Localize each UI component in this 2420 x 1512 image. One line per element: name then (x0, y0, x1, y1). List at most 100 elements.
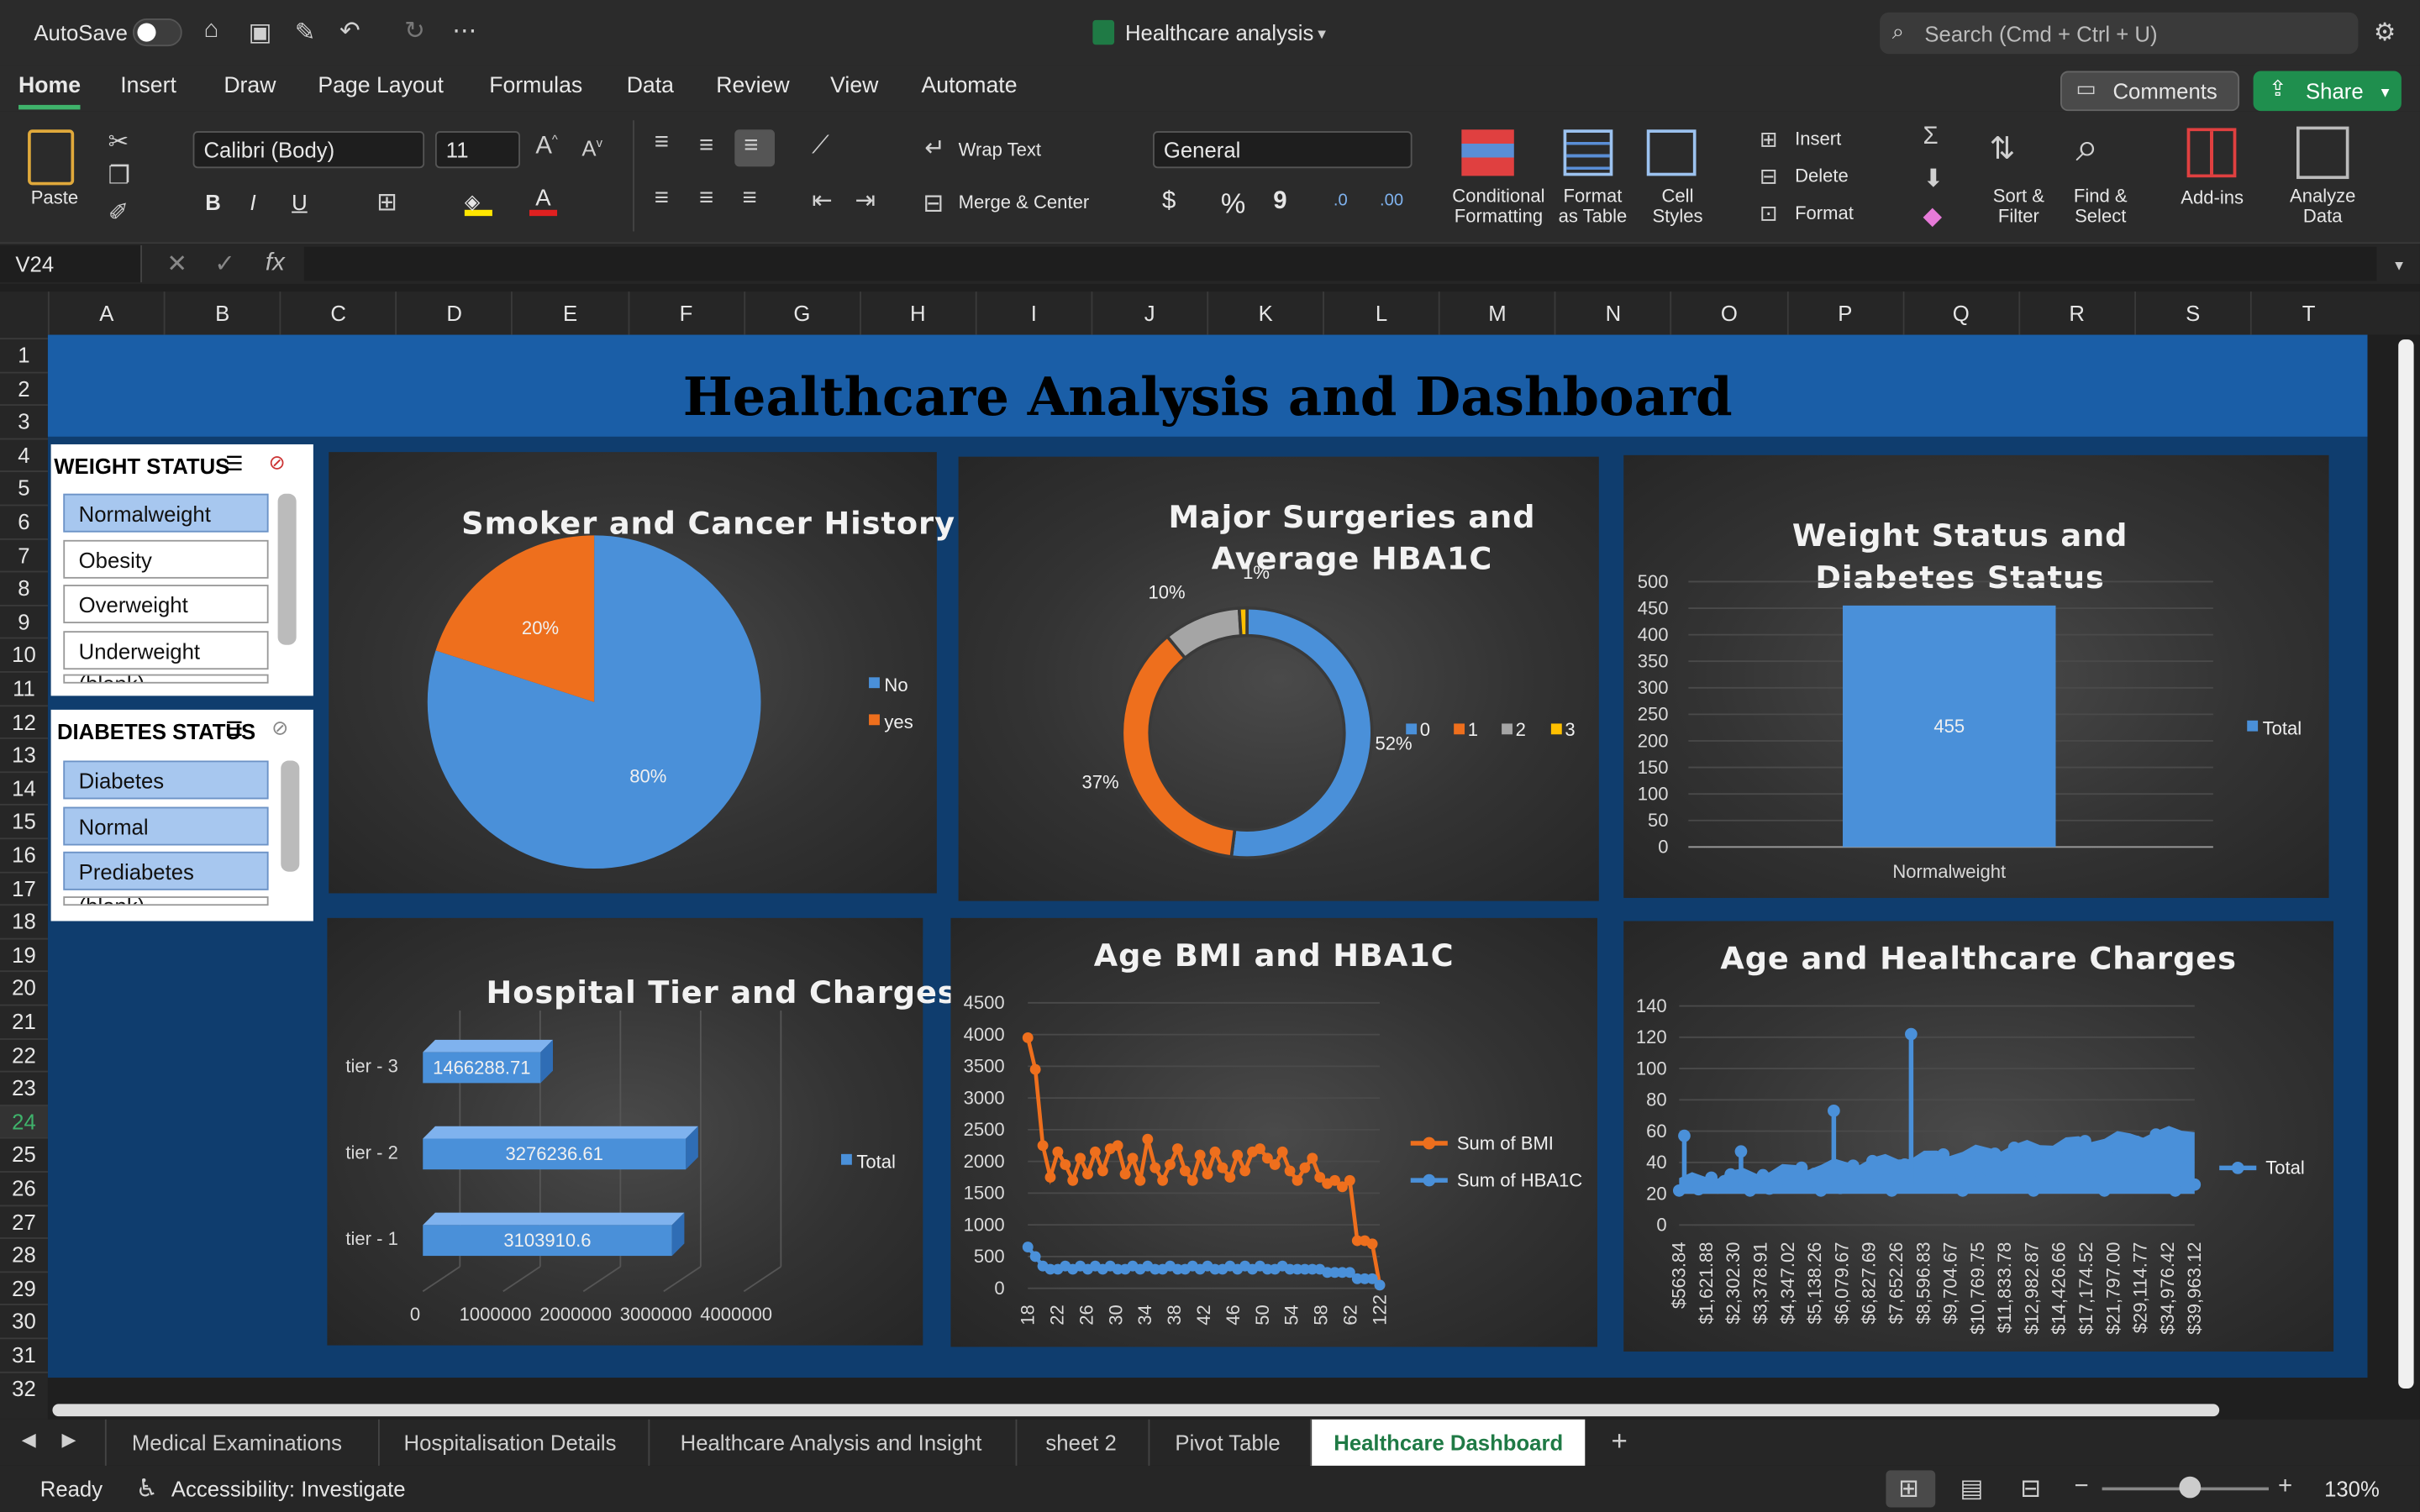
slicer-item-underweight[interactable]: Underweight (63, 631, 269, 670)
chart-age-charges[interactable]: Age and Healthcare Charges 0 20 40 60 80 100 1… (1623, 921, 2334, 1352)
slicer-item-prediabetes[interactable]: Prediabetes (63, 851, 269, 890)
slicer-scrollbar[interactable] (281, 760, 300, 872)
format-painter-icon[interactable]: ✐ (108, 200, 129, 227)
column-header-c[interactable]: C (279, 291, 396, 335)
slicer-item-blank[interactable]: (blank) (63, 896, 269, 906)
next-sheet-icon[interactable]: ▶ (61, 1428, 76, 1451)
row-header-18[interactable]: 18 (0, 904, 48, 938)
font-name-dropdown[interactable]: Calibri (Body) (192, 131, 425, 169)
search-box[interactable] (1880, 12, 2359, 55)
bar-tier-2[interactable] (423, 1138, 687, 1170)
wrap-text-icon[interactable]: ↵ (924, 135, 945, 162)
sheet-tab[interactable]: Healthcare Analysis and Insight (648, 1419, 1012, 1466)
prev-sheet-icon[interactable]: ◀ (21, 1428, 36, 1451)
number-format-dropdown[interactable]: General (1153, 131, 1413, 169)
row-header-7[interactable]: 7 (0, 538, 48, 571)
copy-icon[interactable]: ❐ (108, 163, 130, 190)
row-header-16[interactable]: 16 (0, 837, 48, 871)
select-all-corner[interactable] (0, 291, 48, 334)
expand-formula-icon[interactable]: ▼ (2391, 257, 2407, 274)
comma-button[interactable]: 9 (1273, 188, 1287, 215)
doughnut-slice-1[interactable] (1120, 634, 1237, 859)
borders-icon[interactable]: ⊞ (376, 189, 397, 217)
align-top-icon[interactable]: ≡ (654, 129, 669, 156)
share-button[interactable] (2253, 71, 2402, 112)
add-ins-icon[interactable] (2186, 128, 2237, 178)
column-header-g[interactable]: G (743, 291, 860, 335)
slicer-item-overweight[interactable]: Overweight (63, 585, 269, 624)
save-icon[interactable]: ▣ (248, 19, 272, 47)
chevron-down-icon[interactable]: ▼ (2378, 85, 2392, 101)
fill-icon[interactable]: ⬇ (1923, 166, 1944, 193)
add-ins-button[interactable]: Add-ins (2181, 186, 2244, 208)
delete-cells-button[interactable]: Delete (1795, 165, 1849, 187)
analyze-data-icon[interactable] (2296, 126, 2349, 180)
row-header-8[interactable]: 8 (0, 570, 48, 605)
tab-view[interactable]: View (830, 74, 879, 99)
clear-icon[interactable]: ◆ (1923, 203, 1943, 230)
align-center-icon[interactable]: ≡ (699, 185, 714, 212)
format-as-table-button[interactable]: Format as Table (1555, 186, 1632, 227)
sheet-tab[interactable]: Healthcare Dashboard (1310, 1419, 1586, 1466)
column-header-j[interactable]: J (1091, 291, 1207, 335)
comments-button[interactable] (2060, 71, 2240, 112)
find-select-icon[interactable]: ⌕ (2075, 123, 2099, 171)
autosave-toggle[interactable] (132, 18, 182, 47)
tab-insert[interactable]: Insert (120, 74, 176, 99)
autosum-icon[interactable]: Σ (1923, 123, 1939, 150)
row-header-25[interactable]: 25 (0, 1137, 48, 1171)
row-header-21[interactable]: 21 (0, 1004, 48, 1038)
row-header-31[interactable]: 31 (0, 1337, 48, 1371)
tab-formulas[interactable]: Formulas (489, 74, 583, 99)
find-select-button[interactable]: Find & Select (2065, 186, 2136, 227)
row-header-24[interactable]: 24 (0, 1104, 48, 1138)
clipboard-icon[interactable] (28, 129, 75, 186)
fill-color-icon[interactable]: ◈ (464, 188, 492, 217)
accessibility-icon[interactable]: ♿ (135, 1476, 158, 1503)
sheet-tab[interactable]: Hospitalisation Details (377, 1419, 640, 1466)
row-header-30[interactable]: 30 (0, 1304, 48, 1338)
align-middle-icon[interactable]: ≡ (699, 132, 714, 160)
cell-styles-icon[interactable] (1646, 129, 1697, 176)
row-header-20[interactable]: 20 (0, 971, 48, 1005)
bar-normalweight[interactable] (1843, 605, 2056, 848)
document-title[interactable]: Healthcare analysis (1124, 19, 1314, 45)
column-header-e[interactable]: E (511, 291, 628, 335)
row-header-11[interactable]: 11 (0, 670, 48, 705)
italic-button[interactable]: I (250, 189, 256, 215)
row-header-15[interactable]: 15 (0, 804, 48, 838)
cell-styles-button[interactable]: Cell Styles (1639, 186, 1717, 227)
accessibility-status[interactable]: Accessibility: Investigate (171, 1476, 406, 1502)
redo-icon[interactable]: ↻ (404, 18, 425, 45)
tab-review[interactable]: Review (716, 74, 790, 99)
slicer-item-diabetes[interactable]: Diabetes (63, 760, 269, 800)
insert-cells-button[interactable]: Insert (1795, 128, 1842, 150)
row-header-17[interactable]: 17 (0, 870, 48, 905)
tab-automate[interactable]: Automate (921, 74, 1018, 99)
column-header-p[interactable]: P (1786, 291, 1902, 335)
row-header-9[interactable]: 9 (0, 604, 48, 638)
format-table-icon[interactable] (1563, 129, 1613, 176)
column-header-d[interactable]: D (395, 291, 512, 335)
merge-center-button[interactable]: Merge & Center (958, 191, 1090, 213)
undo-icon[interactable]: ↶ (339, 18, 360, 45)
row-header-13[interactable]: 13 (0, 738, 48, 771)
font-color-icon[interactable]: A (529, 185, 558, 217)
row-header-23[interactable]: 23 (0, 1071, 48, 1105)
row-header-29[interactable]: 29 (0, 1271, 48, 1305)
page-break-view-icon[interactable]: ⊟ (2020, 1476, 2041, 1503)
horizontal-scrollbar[interactable] (52, 1404, 2220, 1417)
bar-tier-3[interactable] (423, 1052, 541, 1084)
doughnut-slice-3[interactable] (1237, 606, 1249, 638)
format-cells-button[interactable]: Format (1795, 202, 1854, 224)
multi-select-icon[interactable]: ☰ (225, 717, 244, 741)
pie-slice-no[interactable] (427, 535, 761, 869)
chart-weight-diabetes[interactable]: Weight Status and Diabetes Status 0 50 100… (1623, 454, 2329, 898)
slicer-item-normal[interactable]: Normal (63, 806, 269, 846)
slicer-item-normalweight[interactable]: Normalweight (63, 493, 269, 533)
decrease-decimal-button[interactable]: .00 (1380, 191, 1404, 210)
zoom-slider-thumb[interactable] (2179, 1476, 2202, 1499)
underline-button[interactable]: U (292, 189, 308, 215)
tab-draw[interactable]: Draw (224, 74, 276, 99)
row-header-6[interactable]: 6 (0, 504, 48, 538)
